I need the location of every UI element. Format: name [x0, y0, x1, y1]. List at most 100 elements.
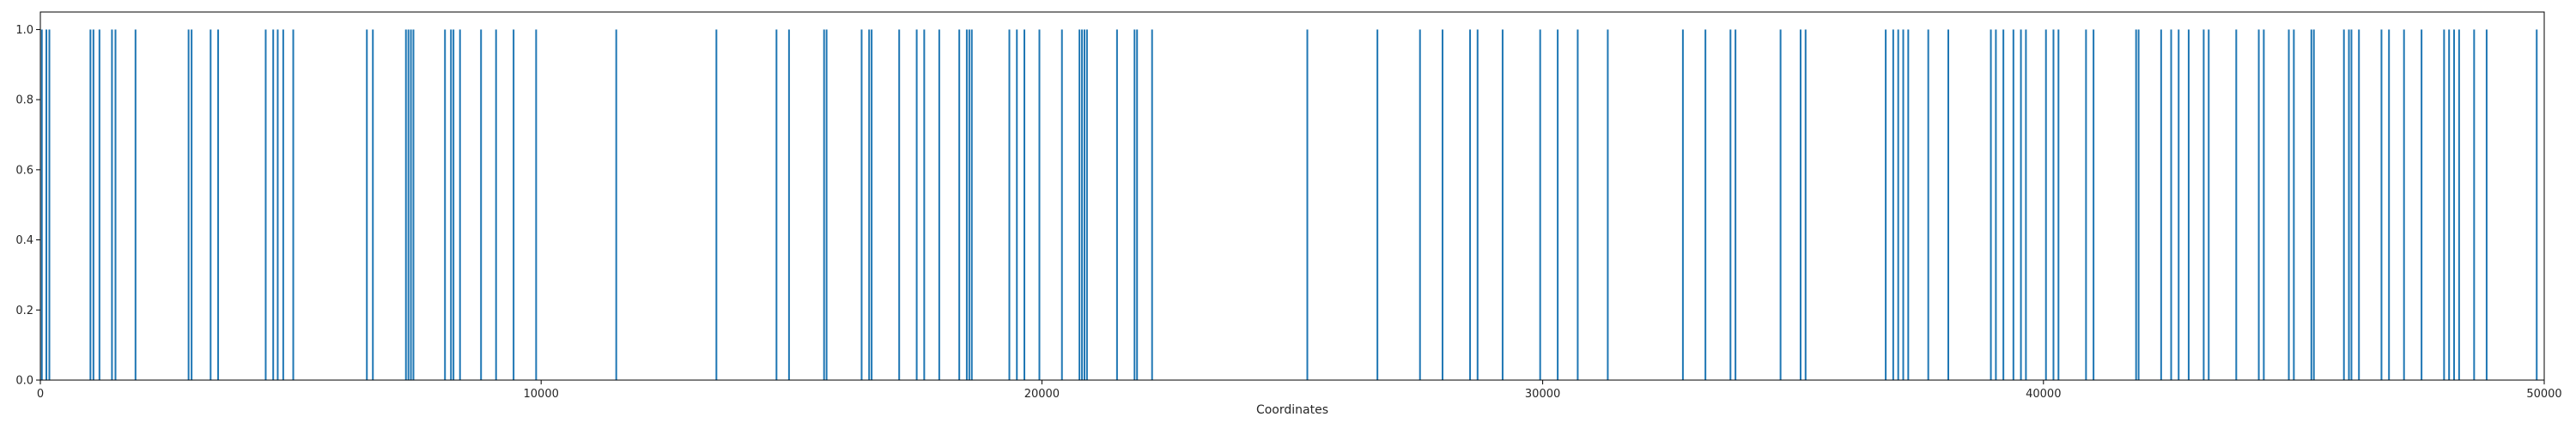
- bar: [2388, 29, 2391, 381]
- bar: [1469, 29, 1472, 381]
- bar: [1927, 29, 1929, 381]
- bar: [1557, 29, 1559, 381]
- bar: [1306, 29, 1309, 381]
- bar: [292, 29, 295, 381]
- bar: [1376, 29, 1379, 381]
- bar: [453, 29, 455, 381]
- bar: [407, 29, 410, 381]
- bar: [938, 29, 940, 381]
- y-tick-label: 0.0: [15, 375, 33, 388]
- bar: [2093, 29, 2095, 381]
- bar: [2257, 29, 2260, 381]
- bar: [366, 29, 368, 381]
- x-axis: 0 10000 20000 30000 40000 50000: [37, 380, 2562, 401]
- bar: [2448, 29, 2451, 381]
- bar: [2473, 29, 2476, 381]
- bar: [1607, 29, 1609, 381]
- bar: [1016, 29, 1018, 381]
- x-axis-label: Coordinates: [1256, 403, 1328, 417]
- bar: [134, 29, 137, 381]
- bar: [1902, 29, 1905, 381]
- bar: [1501, 29, 1504, 381]
- bar: [1892, 29, 1894, 381]
- bar: [2020, 29, 2022, 381]
- bar: [1539, 29, 1541, 381]
- bar: [2202, 29, 2205, 381]
- bar: [970, 29, 973, 381]
- bar: [1060, 29, 1063, 381]
- bar: [2350, 29, 2353, 381]
- bar: [2403, 29, 2405, 381]
- bar: [264, 29, 267, 381]
- plot-frame: [39, 11, 2545, 381]
- bar: [2012, 29, 2014, 381]
- bar: [1151, 29, 1153, 381]
- bar: [823, 29, 825, 381]
- bar: [404, 29, 407, 381]
- bar: [2187, 29, 2190, 381]
- bar: [1085, 29, 1088, 381]
- bars-group: [40, 29, 2538, 381]
- bar: [2135, 29, 2137, 381]
- bar: [444, 29, 447, 381]
- y-tick-label: 0.8: [15, 94, 33, 107]
- bar: [40, 29, 43, 381]
- bar: [217, 29, 220, 381]
- bar: [2208, 29, 2210, 381]
- bar: [1577, 29, 1579, 381]
- bar: [513, 29, 515, 381]
- bar: [1907, 29, 1910, 381]
- bar: [1008, 29, 1011, 381]
- bar: [98, 29, 100, 381]
- bar: [860, 29, 863, 381]
- bar: [1115, 29, 1118, 381]
- bar: [2137, 29, 2140, 381]
- bar: [1038, 29, 1041, 381]
- bar: [412, 29, 415, 381]
- bar: [114, 29, 117, 381]
- bar: [2293, 29, 2295, 381]
- bar: [958, 29, 961, 381]
- bar: [2160, 29, 2162, 381]
- bar: [825, 29, 828, 381]
- bar: [410, 29, 412, 381]
- bar: [187, 29, 190, 381]
- bar: [459, 29, 461, 381]
- bar: [2380, 29, 2383, 381]
- bar: [1681, 29, 1684, 381]
- bar: [615, 29, 617, 381]
- bar: [2421, 29, 2423, 381]
- bar: [1083, 29, 1085, 381]
- bar: [1133, 29, 1136, 381]
- x-tick-label: 30000: [1525, 388, 1560, 401]
- bar: [2057, 29, 2060, 381]
- bar: [868, 29, 871, 381]
- bar: [372, 29, 374, 381]
- bar: [480, 29, 483, 381]
- bar: [282, 29, 284, 381]
- bar: [2263, 29, 2265, 381]
- y-tick-label: 1.0: [15, 24, 33, 37]
- bar: [2002, 29, 2005, 381]
- bar: [915, 29, 918, 381]
- bar: [2485, 29, 2488, 381]
- bar: [1804, 29, 1807, 381]
- bar: [2310, 29, 2312, 381]
- bar: [1081, 29, 1084, 381]
- y-axis: 0.0 0.2 0.4 0.6 0.8 1.0: [15, 24, 40, 388]
- bar: [272, 29, 275, 381]
- bar: [2025, 29, 2027, 381]
- bar: [923, 29, 926, 381]
- bar: [1897, 29, 1899, 381]
- bar: [46, 29, 47, 381]
- bar: [89, 29, 92, 381]
- bar: [1704, 29, 1707, 381]
- bar: [1136, 29, 1139, 381]
- x-tick-label: 50000: [2526, 388, 2561, 401]
- bar: [535, 29, 538, 381]
- bar: [1990, 29, 1992, 381]
- bar: [2052, 29, 2055, 381]
- x-tick-label: 0: [37, 388, 44, 401]
- bar: [2342, 29, 2345, 381]
